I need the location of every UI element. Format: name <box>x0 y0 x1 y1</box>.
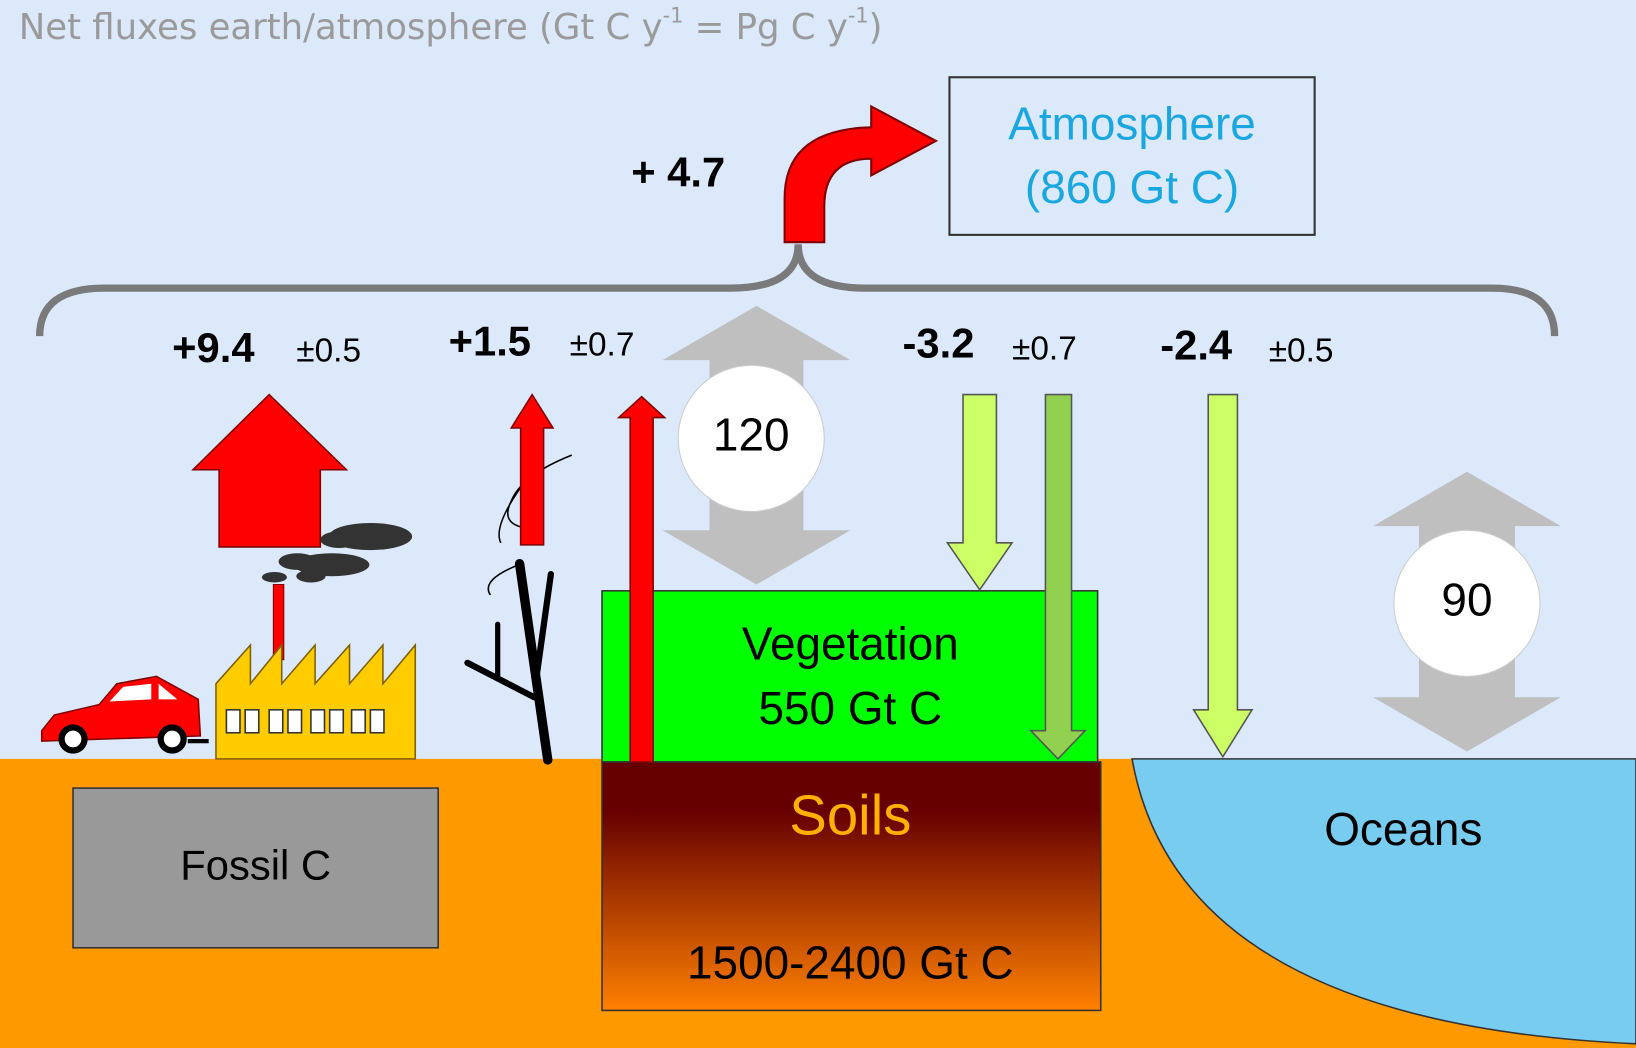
land-exchange: 120 <box>713 409 790 461</box>
brace <box>35 244 1559 337</box>
car-window <box>109 683 152 702</box>
respiration-arrow <box>616 395 667 763</box>
soils-label: Soils <box>789 783 911 846</box>
flux-uncertainty: ±0.5 <box>1269 333 1334 370</box>
fossil-box <box>72 787 439 949</box>
soil-uptake-arrow <box>1029 393 1087 760</box>
net-flux-arrow <box>783 104 939 244</box>
fossil-label: Fossil C <box>180 841 331 888</box>
title-text: = Pg C y <box>683 7 847 48</box>
title-text: Net fluxes earth/atmosphere (Gt C y <box>19 7 663 48</box>
car-wheel <box>157 724 187 754</box>
vegetation-stock: 550 Gt C <box>759 682 943 734</box>
title-superscript: -1 <box>663 4 684 28</box>
flux-uncertainty: ±0.7 <box>1012 331 1077 368</box>
ocean <box>1131 758 1636 1045</box>
title-superscript: -1 <box>848 4 869 28</box>
soils-stock: 1500-2400 Gt C <box>687 937 1014 989</box>
title: Net fluxes earth/atmosphere (Gt C y-1 = … <box>19 4 883 49</box>
flux-value: +1.5 <box>449 317 531 364</box>
fossil-arrow <box>191 393 349 548</box>
atmosphere-stock: (860 Gt C) <box>1025 161 1239 213</box>
vegetation-uptake-arrow <box>945 393 1014 592</box>
net-flux: + 4.7 <box>631 148 725 195</box>
car-window <box>158 683 178 700</box>
land-use-arrow <box>509 393 555 546</box>
flux-uncertainty: ±0.5 <box>296 333 361 370</box>
ocean-uptake-arrow <box>1192 393 1254 759</box>
ocean-exchange: 90 <box>1441 573 1492 625</box>
flux-value: +9.4 <box>172 324 254 371</box>
tree <box>464 558 555 765</box>
land-exchange-circle <box>677 364 825 512</box>
atmosphere-box <box>948 76 1316 236</box>
flux-value: -3.2 <box>903 320 975 367</box>
factory-windows <box>225 709 385 734</box>
smoke <box>261 522 413 583</box>
vegetation-label: Vegetation <box>742 617 959 669</box>
vegetation-box <box>601 590 1099 763</box>
car-wheel <box>58 724 88 754</box>
title-text: ) <box>869 7 883 48</box>
soils-box <box>601 761 1102 1012</box>
atmosphere-label: Atmosphere <box>1008 97 1255 149</box>
oceans-label: Oceans <box>1324 803 1482 855</box>
flux-value: -2.4 <box>1160 322 1232 369</box>
flux-uncertainty: ±0.7 <box>570 326 635 363</box>
ocean-exchange-circle <box>1393 529 1541 677</box>
